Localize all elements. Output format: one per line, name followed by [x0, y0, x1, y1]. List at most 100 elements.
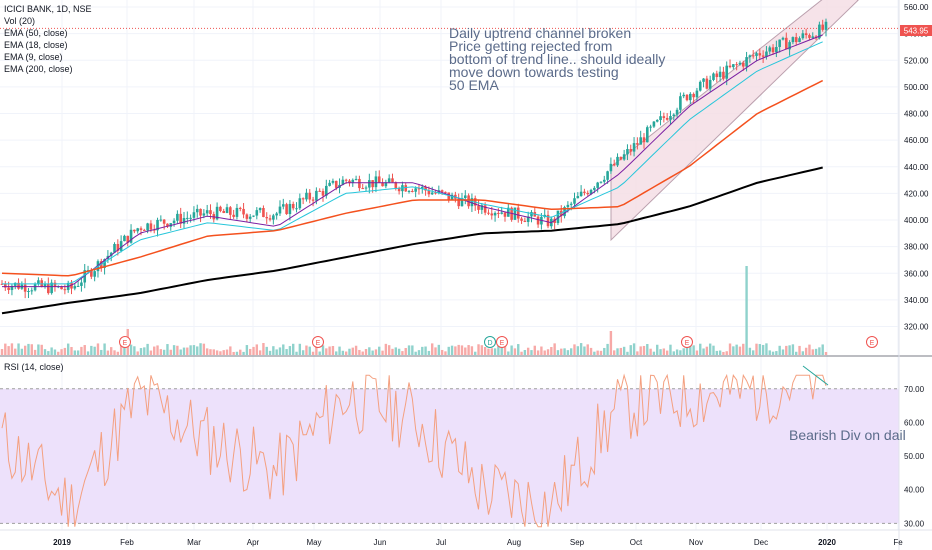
candle-body-156 — [516, 207, 520, 219]
volume-bar-191 — [632, 343, 636, 355]
time-tick-2: Mar — [187, 538, 201, 547]
event-marker-circle-0 — [119, 336, 131, 348]
legend-ema9[interactable]: EMA (9, close) — [4, 52, 63, 62]
volume-bar-118 — [391, 348, 394, 355]
legend-ema50[interactable]: EMA (50, close) — [4, 28, 68, 38]
volume-bar-96 — [318, 351, 321, 355]
annotation-rsi[interactable]: Bearish Div on dail — [789, 427, 906, 443]
candle-body-174 — [576, 196, 580, 199]
candle-body-55 — [182, 218, 186, 224]
candle-body-3 — [10, 285, 14, 291]
candle-body-160 — [530, 212, 533, 217]
volume-bar-30 — [100, 349, 103, 355]
volume-bar-196 — [649, 348, 652, 355]
volume-bar-225 — [745, 266, 748, 355]
event-marker-3[interactable]: E — [496, 336, 508, 348]
candle-body-217 — [718, 71, 722, 78]
volume-bar-33 — [110, 347, 113, 355]
event-marker-5[interactable]: E — [866, 336, 878, 348]
event-marker-label-3: E — [500, 340, 505, 347]
volume-bar-71 — [235, 351, 239, 355]
volume-bar-10 — [33, 349, 37, 355]
volume-bar-141 — [467, 345, 470, 355]
volume-bar-166 — [550, 347, 553, 355]
candle-body-112 — [371, 180, 374, 188]
volume-bar-17 — [57, 351, 60, 355]
volume-bar-138 — [457, 344, 460, 355]
volume-bar-40 — [133, 346, 136, 355]
price-tick-3: 500.00 — [904, 83, 929, 92]
candle-body-135 — [447, 192, 451, 200]
candle-body-76 — [252, 215, 255, 217]
volume-bar-246 — [814, 348, 818, 355]
volume-bar-130 — [431, 343, 434, 355]
candle-body-38 — [126, 235, 130, 243]
event-marker-1[interactable]: E — [312, 336, 324, 348]
candle-body-216 — [715, 73, 719, 78]
candle-body-249 — [824, 21, 828, 30]
volume-bar-65 — [215, 350, 219, 355]
volume-bar-213 — [705, 346, 709, 355]
symbol-title[interactable]: ICICI BANK, 1D, NSE — [4, 4, 92, 14]
volume-bar-184 — [609, 331, 613, 355]
volume-bar-98 — [325, 348, 328, 355]
divergence-line[interactable] — [802, 365, 829, 386]
volume-bar-207 — [685, 347, 689, 355]
volume-bar-55 — [182, 347, 186, 355]
candle-body-31 — [103, 259, 106, 268]
candle-body-227 — [751, 55, 755, 57]
volume-bar-185 — [613, 350, 616, 355]
volume-bar-189 — [626, 351, 629, 355]
rsi-scale[interactable]: 70.00 60.00 50.00 40.00 30.00 — [904, 385, 925, 529]
volume-bar-236 — [781, 349, 785, 355]
legend-rsi[interactable]: RSI (14, close) — [4, 362, 64, 372]
volume-bar-240 — [795, 351, 798, 355]
volume-bar-209 — [692, 345, 695, 355]
event-marker-0[interactable]: E — [119, 336, 131, 348]
candle-body-10 — [33, 284, 37, 291]
candle-body-97 — [321, 191, 325, 196]
volume-bar-198 — [656, 344, 659, 355]
legend-ema18[interactable]: EMA (18, close) — [4, 40, 68, 50]
event-marker-4[interactable]: E — [681, 336, 693, 348]
volume-bar-190 — [629, 345, 632, 355]
time-axis[interactable]: 2019 Feb Mar Apr May Jun Jul Aug Sep Oct Nov Dec 202… — [53, 538, 903, 547]
candle-body-14 — [47, 283, 50, 294]
candle-body-61 — [202, 213, 206, 216]
event-marker-2[interactable]: D — [484, 336, 496, 348]
volume-bar-69 — [229, 346, 232, 355]
annotation-main[interactable]: Daily uptrend channel broken Price getti… — [449, 25, 665, 93]
candle-body-221 — [732, 64, 735, 68]
last-price-badge: 543.95 — [900, 25, 932, 36]
legend-ema200[interactable]: EMA (200, close) — [4, 64, 73, 74]
rsi-tick-1: 60.00 — [904, 418, 925, 427]
volume-bar-204 — [675, 349, 679, 355]
candle-body-180 — [596, 182, 599, 188]
time-tick-10: Nov — [689, 538, 703, 547]
price-scale[interactable]: 560.00540.00520.00500.00480.00460.00440.… — [904, 3, 929, 332]
volume-bar-16 — [53, 349, 57, 355]
candle-body-70 — [232, 214, 235, 217]
volume-bar-108 — [358, 349, 361, 355]
legend-vol[interactable]: Vol (20) — [4, 16, 35, 26]
candle-body-233 — [771, 47, 775, 53]
candle-body-162 — [536, 216, 540, 225]
candle-body-123 — [407, 190, 411, 192]
candle-body-222 — [735, 64, 738, 66]
volume-bar-193 — [639, 346, 642, 355]
candle-body-106 — [351, 179, 355, 184]
volume-bar-34 — [113, 350, 116, 355]
volume-bar-80 — [265, 346, 268, 355]
volume-bar-20 — [66, 343, 70, 355]
annotation-line-3: bottom of trend line.. should ideally — [449, 51, 665, 67]
volume-bar-212 — [702, 348, 705, 355]
candle-body-81 — [268, 218, 272, 220]
candle-body-62 — [205, 210, 209, 214]
volume-bar-217 — [718, 350, 722, 355]
candle-body-101 — [334, 180, 338, 188]
candle-body-28 — [93, 271, 96, 277]
candle-body-238 — [788, 42, 791, 50]
volume-bar-214 — [708, 343, 712, 355]
uptrend-channel[interactable] — [610, 0, 859, 242]
